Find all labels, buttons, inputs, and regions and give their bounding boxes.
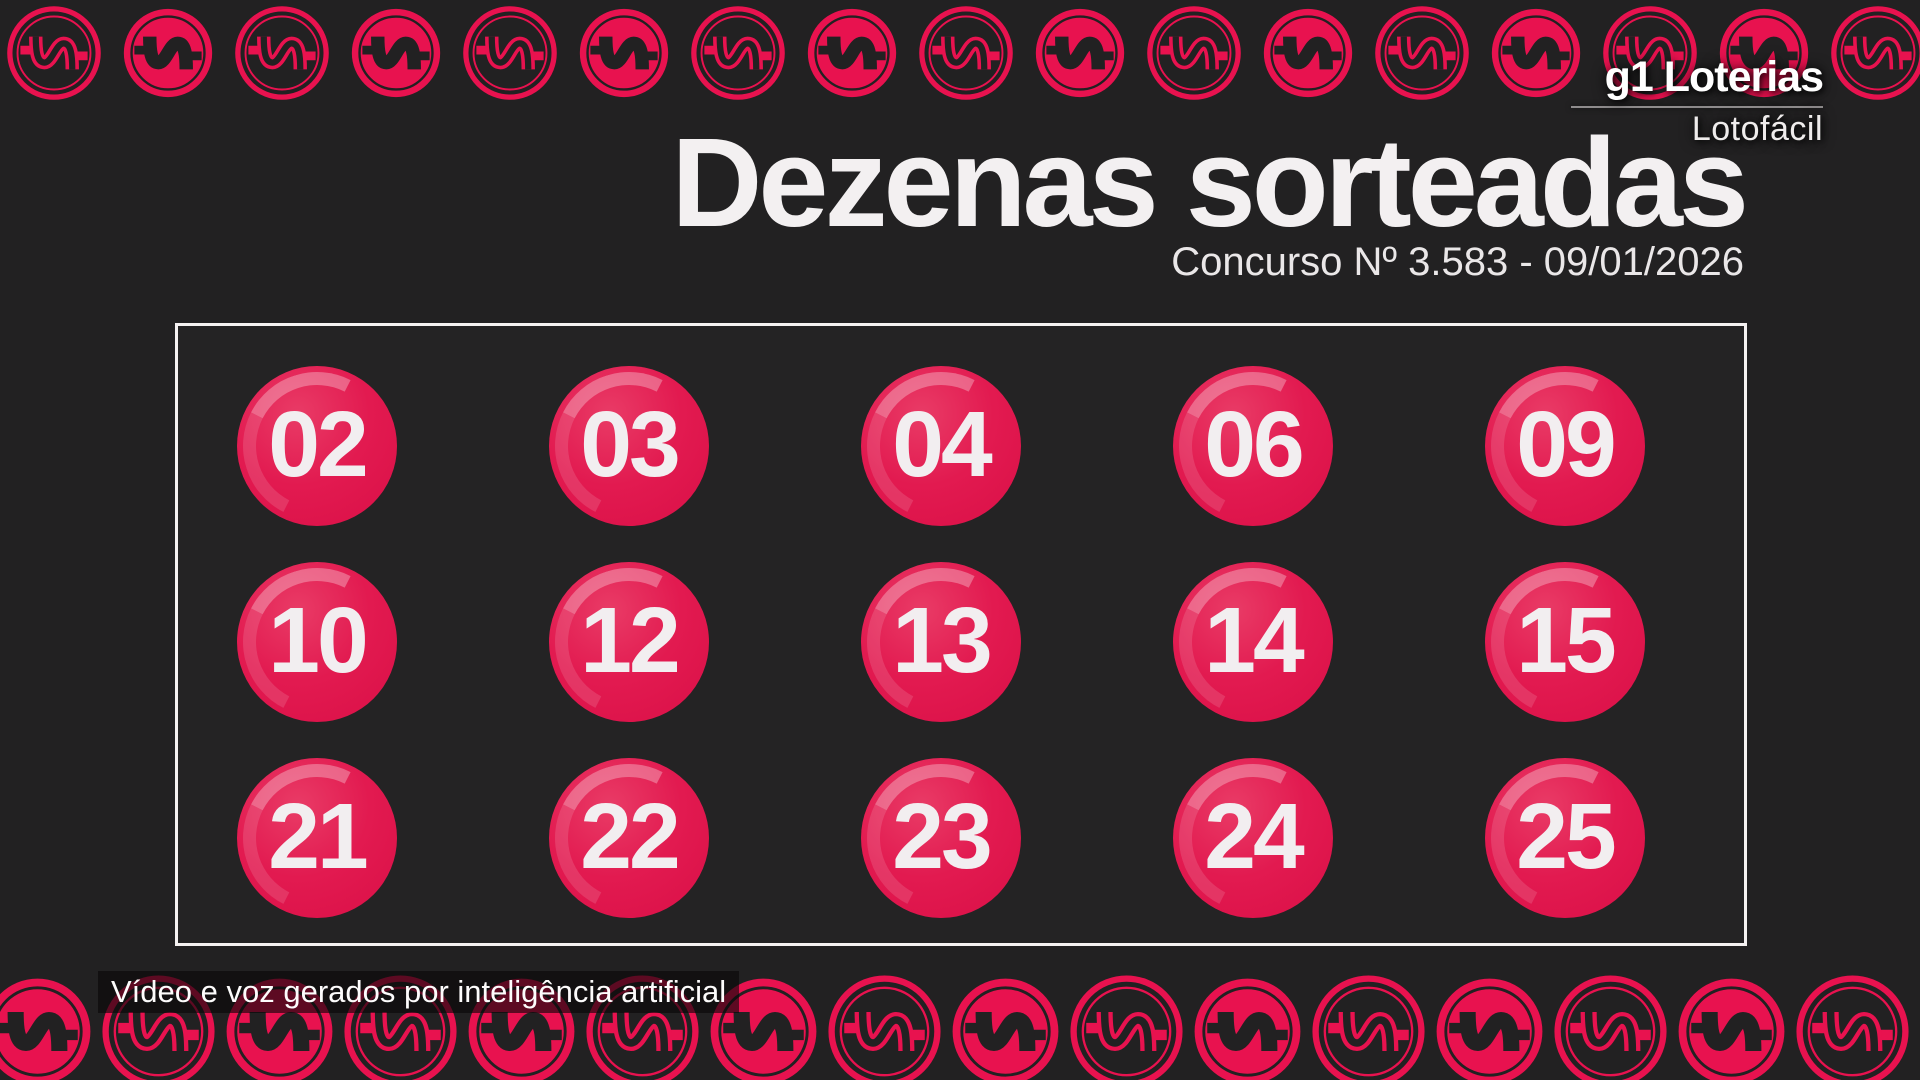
ball-number: 06 xyxy=(1204,391,1304,496)
money-coin-icon xyxy=(1674,974,1789,1080)
lottery-name: Lotofácil xyxy=(1691,109,1823,148)
numbers-grid: 02 03 04 06 09 xyxy=(178,326,1744,932)
money-coin-icon xyxy=(0,974,95,1080)
money-coin-icon xyxy=(948,974,1063,1080)
money-coin-icon xyxy=(462,5,558,101)
lottery-ball: 23 xyxy=(847,744,1035,932)
money-coin-icon xyxy=(6,5,102,101)
lottery-ball: 06 xyxy=(1159,352,1347,540)
contest-subtitle: Concurso Nº 3.583 - 09/01/2026 xyxy=(1171,240,1744,284)
brand-logo: g1 Loterias xyxy=(1604,53,1824,101)
money-coin-icon xyxy=(1260,5,1356,101)
money-coin-icon xyxy=(918,5,1014,101)
lottery-ball: 13 xyxy=(847,548,1035,736)
top-coin-strip xyxy=(6,5,1920,101)
ball-number: 09 xyxy=(1516,391,1616,496)
ai-disclosure-caption: Vídeo e voz gerados por inteligência art… xyxy=(98,971,740,1013)
ball-number: 13 xyxy=(892,587,992,692)
money-coin-icon xyxy=(1553,974,1668,1080)
money-coin-icon xyxy=(576,5,672,101)
lottery-ball: 12 xyxy=(535,548,723,736)
ball-number: 24 xyxy=(1204,783,1304,888)
ball-number: 23 xyxy=(892,783,992,888)
ai-disclosure-text: Vídeo e voz gerados por inteligência art… xyxy=(111,974,727,1009)
logo-divider xyxy=(1571,105,1823,108)
money-coin-icon xyxy=(1069,974,1184,1080)
lottery-ball: 14 xyxy=(1159,548,1347,736)
money-coin-icon xyxy=(348,5,444,101)
money-coin-icon xyxy=(234,5,330,101)
lottery-ball: 03 xyxy=(535,352,723,540)
money-coin-icon xyxy=(827,974,942,1080)
ball-number: 15 xyxy=(1516,587,1616,692)
lottery-ball: 10 xyxy=(223,548,411,736)
ball-number: 22 xyxy=(580,783,680,888)
lottery-ball: 02 xyxy=(223,352,411,540)
lottery-ball: 24 xyxy=(1159,744,1347,932)
ball-number: 21 xyxy=(268,783,368,888)
money-coin-icon xyxy=(1311,974,1426,1080)
ball-number: 12 xyxy=(580,587,680,692)
page-title: Dezenas sorteadas xyxy=(671,112,1749,253)
money-coin-icon xyxy=(1716,5,1812,101)
ball-number: 03 xyxy=(580,391,680,496)
ball-number: 02 xyxy=(268,391,368,496)
lottery-ball: 22 xyxy=(535,744,723,932)
money-coin-icon xyxy=(690,5,786,101)
lottery-ball: 09 xyxy=(1471,352,1659,540)
drawn-numbers-board: 02 03 04 06 09 xyxy=(175,323,1747,946)
ball-number: 04 xyxy=(892,391,992,496)
money-coin-icon xyxy=(120,5,216,101)
logo-block: g1 Loterias Lotofácil xyxy=(1571,52,1824,148)
money-coin-icon xyxy=(1146,5,1242,101)
lottery-ball: 21 xyxy=(223,744,411,932)
ball-number: 25 xyxy=(1516,783,1616,888)
money-coin-icon xyxy=(1190,974,1305,1080)
money-coin-icon xyxy=(1830,5,1920,101)
money-coin-icon xyxy=(343,974,458,1080)
money-coin-icon xyxy=(1032,5,1128,101)
money-coin-icon xyxy=(1602,5,1698,101)
lottery-ball: 25 xyxy=(1471,744,1659,932)
ball-number: 10 xyxy=(268,587,368,692)
money-coin-icon xyxy=(804,5,900,101)
lottery-ball: 15 xyxy=(1471,548,1659,736)
lottery-ball: 04 xyxy=(847,352,1035,540)
money-coin-icon xyxy=(1432,974,1547,1080)
money-coin-icon xyxy=(1795,974,1910,1080)
money-coin-icon xyxy=(1488,5,1584,101)
money-coin-icon xyxy=(1374,5,1470,101)
ball-number: 14 xyxy=(1204,587,1304,692)
